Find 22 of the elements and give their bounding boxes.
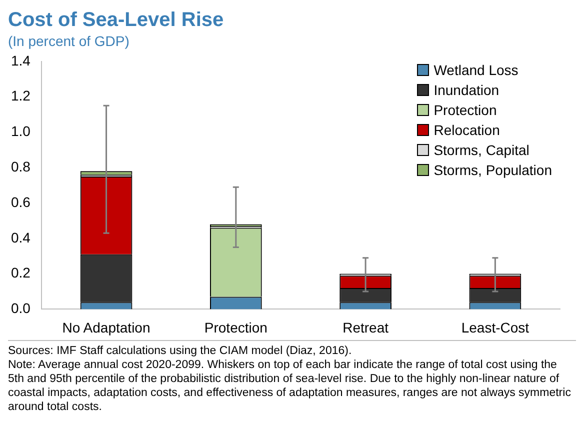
y-tick-label: 1.2 bbox=[10, 88, 31, 104]
x-tick-label: Protection bbox=[204, 319, 268, 336]
y-tick-label: 0.6 bbox=[10, 194, 31, 210]
legend-label: Wetland Loss bbox=[434, 61, 518, 80]
x-tick-label: Retreat bbox=[342, 319, 389, 336]
y-tick-label: 1.4 bbox=[10, 52, 31, 68]
y-tick-label: 1.0 bbox=[10, 123, 31, 140]
source-note: Sources: IMF Staff calculations using the CIAM model (Diaz, 2016). bbox=[8, 344, 353, 358]
y-tick-label: 0.4 bbox=[10, 229, 31, 246]
chart-title: Cost of Sea-Level Rise bbox=[8, 8, 225, 32]
x-tick-label: Least-Cost bbox=[461, 319, 530, 336]
x-tick-label: No Adaptation bbox=[62, 319, 150, 336]
legend-label: Protection bbox=[434, 101, 497, 120]
legend-label: Inundation bbox=[434, 81, 500, 100]
chart-subtitle: (In percent of GDP) bbox=[8, 32, 130, 50]
text: Note: Average annual cost 2020-2099. Whiskers on top of each bar indicate the range of total cost using the 5th and 95th percentile of the probabilistic distribution of sea-level rise. Due to the highly non-linear nature of coastal impacts, adaptation costs, and effectiveness of adaptation measures, ranges are not always symmetric around total costs. bbox=[8, 358, 572, 414]
y-tick-label: 0.8 bbox=[10, 158, 31, 174]
legend-label: Storms, Capital bbox=[434, 141, 530, 160]
legend-label: Relocation bbox=[434, 121, 500, 140]
y-tick-label: 0.0 bbox=[10, 300, 31, 316]
legend-label: Storms, Population bbox=[434, 161, 552, 180]
y-tick-label: 0.2 bbox=[10, 264, 31, 281]
